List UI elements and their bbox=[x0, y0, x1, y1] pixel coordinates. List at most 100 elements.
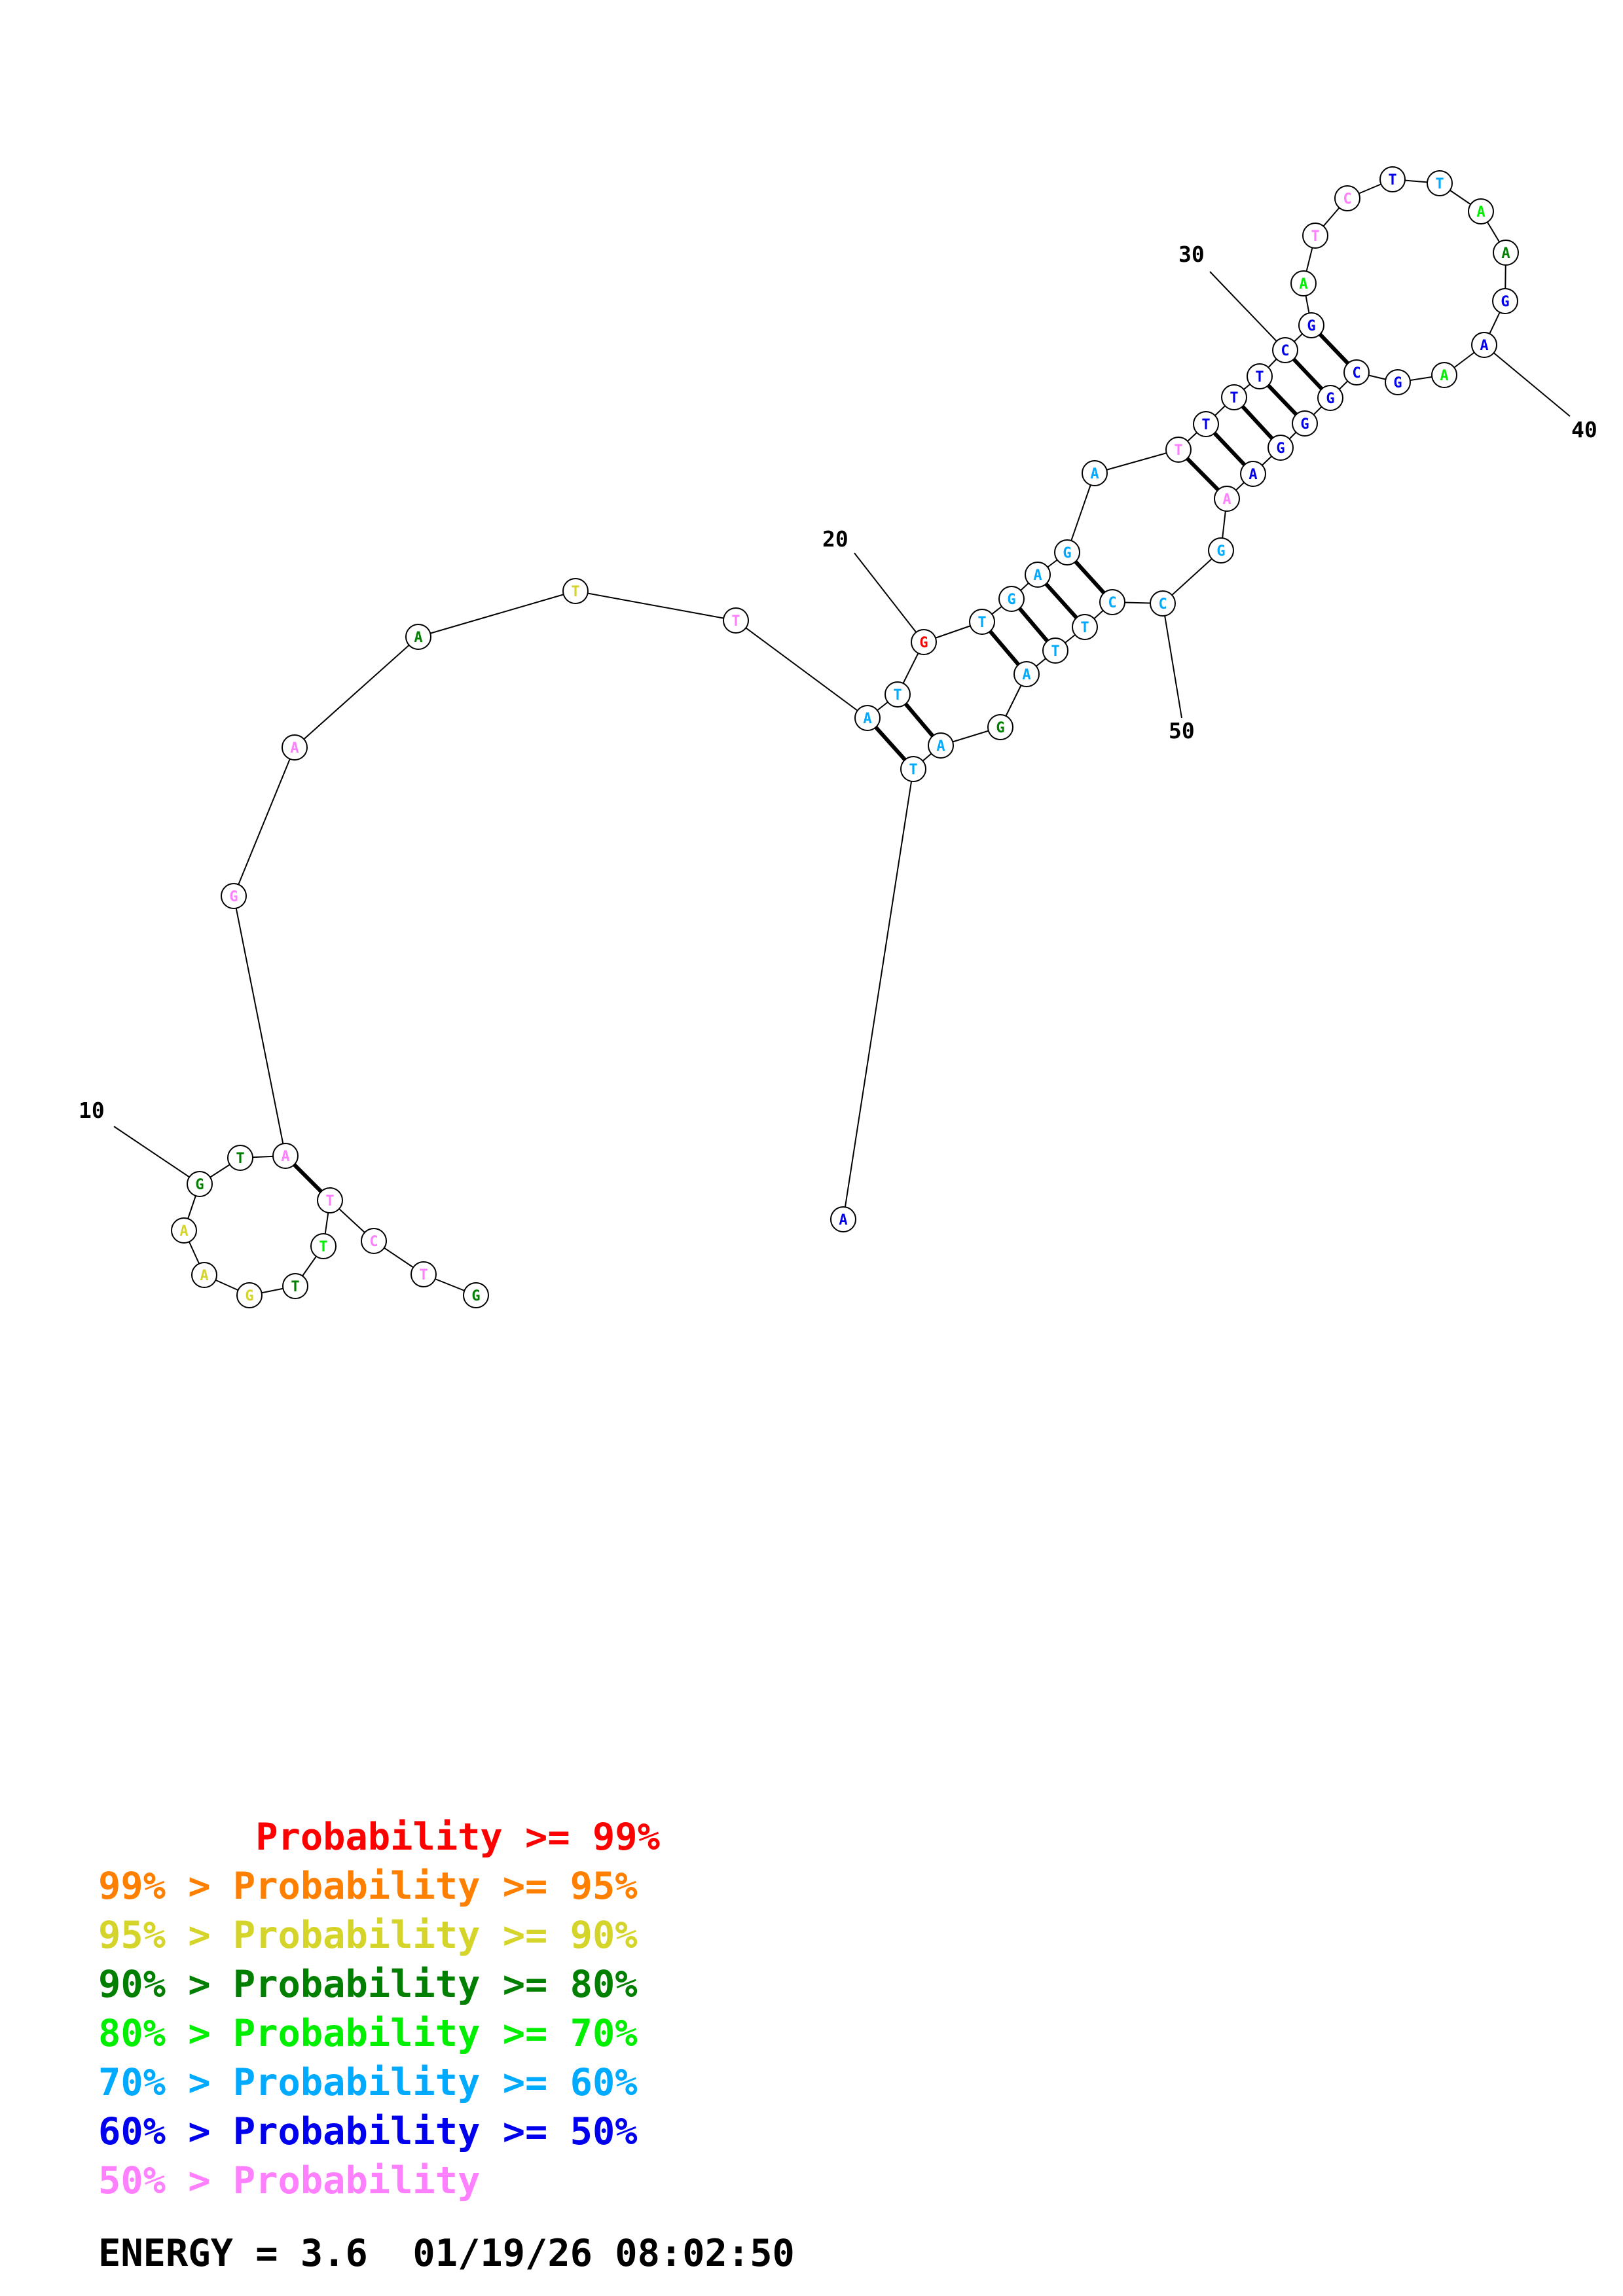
nucleotide-letter: T bbox=[893, 687, 902, 704]
nucleotide-20: G bbox=[911, 629, 937, 655]
nucleotide-letter: T bbox=[1174, 442, 1182, 459]
nucleotide-circle bbox=[272, 1143, 299, 1169]
nucleotide-16: T bbox=[562, 578, 589, 604]
nucleotide-circle bbox=[282, 734, 308, 761]
nucleotide-letter: A bbox=[281, 1149, 289, 1165]
legend-row-p80: 90% > Probability >= 80% bbox=[98, 1963, 638, 2006]
nucleotide-54: A bbox=[1013, 661, 1040, 687]
nucleotide-6: T bbox=[282, 1273, 308, 1299]
nucleotide-letter: G bbox=[1326, 391, 1334, 407]
index-leader-line bbox=[1484, 344, 1571, 417]
nucleotide-letter: T bbox=[1230, 390, 1238, 406]
nucleotide-circle bbox=[1493, 240, 1519, 266]
nucleotide-letter: G bbox=[229, 889, 238, 905]
nucleotide-18: A bbox=[854, 705, 881, 731]
index-leader-line bbox=[1162, 603, 1182, 719]
nucleotide-circle bbox=[1492, 288, 1518, 314]
nucleotide-letter: T bbox=[1080, 620, 1089, 636]
nucleotide-letter: G bbox=[1393, 375, 1402, 391]
nucleotide-8: A bbox=[191, 1262, 217, 1288]
backbone-segment bbox=[843, 768, 914, 1220]
nucleotide-40: A bbox=[1471, 332, 1497, 358]
nucleotide-39: G bbox=[1492, 288, 1518, 314]
nucleotide-circle bbox=[911, 629, 937, 655]
nucleotide-44: G bbox=[1317, 385, 1343, 411]
legend-row-p50: 60% > Probability >= 50% bbox=[98, 2110, 638, 2153]
nucleotide-letter: G bbox=[1007, 592, 1015, 608]
nucleotide-circle bbox=[282, 1273, 308, 1299]
nucleotide-letter: T bbox=[236, 1151, 244, 1167]
nucleotide-circle bbox=[900, 756, 926, 782]
nucleotide-letter: T bbox=[325, 1193, 334, 1210]
nucleotide-36: T bbox=[1427, 170, 1453, 196]
nucleotide-circle bbox=[187, 1171, 213, 1197]
legend-row-p99: Probability >= 99% bbox=[98, 1816, 660, 1859]
nucleotide-letter: A bbox=[1476, 204, 1485, 221]
index-leader-line bbox=[1209, 271, 1286, 351]
backbone-segment bbox=[233, 747, 295, 897]
index-label-10: 10 bbox=[79, 1098, 105, 1123]
nucleotide-25: A bbox=[1082, 460, 1108, 486]
nucleotide-letter: A bbox=[179, 1223, 188, 1240]
nucleotide-circle bbox=[830, 1206, 856, 1232]
index-label-50: 50 bbox=[1169, 718, 1195, 744]
nucleotide-letter: T bbox=[1201, 417, 1210, 433]
nucleotide-13: G bbox=[221, 883, 247, 909]
nucleotide-circle bbox=[987, 714, 1013, 740]
nucleotide-42: G bbox=[1385, 369, 1411, 395]
nucleotide-34: C bbox=[1334, 185, 1360, 211]
nucleotide-circle bbox=[1427, 170, 1453, 196]
nucleotide-1: G bbox=[463, 1282, 489, 1308]
nucleotide-letter: T bbox=[1255, 369, 1264, 386]
nucleotide-circle bbox=[1042, 637, 1068, 664]
nucleotide-circle bbox=[410, 1261, 437, 1287]
nucleotide-circle bbox=[361, 1228, 387, 1254]
nucleotide-layer: G T C T T T G A A G T A G A A T T A T G T G A G A T T T T C G A T C T T A A G A… bbox=[171, 166, 1519, 1308]
nucleotide-56: A bbox=[928, 732, 954, 759]
nucleotide-circle bbox=[1298, 312, 1324, 338]
nucleotide-letter: C bbox=[1108, 595, 1116, 611]
nucleotide-circle bbox=[1431, 362, 1457, 388]
nucleotide-38: A bbox=[1493, 240, 1519, 266]
nucleotide-47: A bbox=[1240, 461, 1266, 487]
nucleotide-circle bbox=[1272, 337, 1298, 363]
backbone-segment bbox=[575, 590, 737, 621]
nucleotide-circle bbox=[1302, 223, 1328, 249]
nucleotide-circle bbox=[1317, 385, 1343, 411]
nucleotide-21: T bbox=[969, 609, 995, 635]
nucleotide-letter: G bbox=[1300, 416, 1309, 433]
nucleotide-letter: C bbox=[1158, 596, 1167, 613]
nucleotide-circle bbox=[884, 681, 911, 708]
nucleotide-circle bbox=[1072, 614, 1098, 640]
nucleotide-letter: G bbox=[195, 1177, 204, 1193]
nucleotide-22: G bbox=[998, 586, 1025, 612]
nucleotide-letter: A bbox=[839, 1212, 847, 1229]
index-leader-line bbox=[113, 1126, 200, 1185]
backbone-segment bbox=[294, 636, 419, 748]
nucleotide-letter: A bbox=[1440, 368, 1448, 384]
nucleotide-letter: A bbox=[1299, 276, 1307, 293]
nucleotide-4: T bbox=[317, 1187, 343, 1213]
backbone-segment bbox=[233, 895, 286, 1157]
nucleotide-circle bbox=[1292, 410, 1318, 437]
nucleotide-letter: T bbox=[731, 613, 740, 630]
nucleotide-31: G bbox=[1298, 312, 1324, 338]
nucleotide-letter: T bbox=[1311, 228, 1319, 245]
nucleotide-30: C bbox=[1272, 337, 1298, 363]
nucleotide-circle bbox=[221, 883, 247, 909]
energy-and-timestamp: ENERGY = 3.6 01/19/26 08:02:50 bbox=[98, 2232, 795, 2275]
nucleotide-37: A bbox=[1468, 198, 1494, 224]
nucleotide-circle bbox=[310, 1233, 337, 1259]
nucleotide-letter: A bbox=[1222, 492, 1231, 508]
nucleotide-58: A bbox=[830, 1206, 856, 1232]
nucleotide-29: T bbox=[1247, 363, 1273, 389]
nucleotide-letter: A bbox=[1022, 667, 1030, 683]
nucleotide-circle bbox=[1334, 185, 1360, 211]
nucleotide-letter: A bbox=[1033, 567, 1042, 584]
nucleotide-27: T bbox=[1193, 411, 1219, 437]
nucleotide-52: T bbox=[1072, 614, 1098, 640]
nucleotide-letter: A bbox=[1480, 338, 1488, 354]
nucleotide-circle bbox=[171, 1217, 197, 1244]
nucleotide-circle bbox=[969, 609, 995, 635]
legend-row-plow: 50% > Probability bbox=[98, 2159, 481, 2202]
